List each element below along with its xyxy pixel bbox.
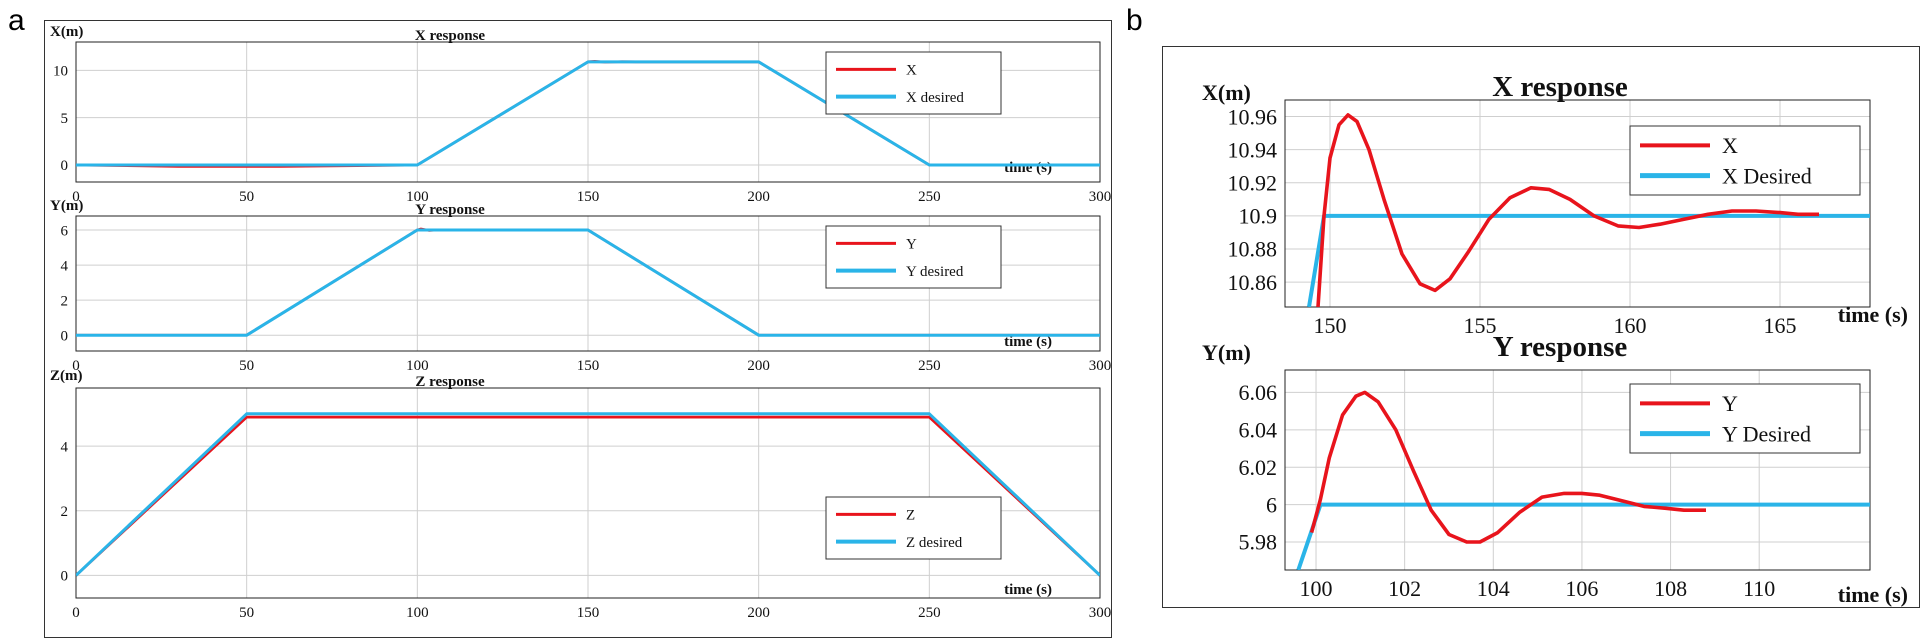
a-y-xtick-label-4: 200 xyxy=(747,358,770,374)
b-y-ytick-label-1: 6 xyxy=(1266,492,1277,517)
b-x-ytick-label-1: 10.88 xyxy=(1228,237,1278,262)
b-y-ylabel: Y(m) xyxy=(1202,340,1251,365)
a-z-legend-label-actual: Z xyxy=(906,508,915,524)
a-y-xtick-label-6: 300 xyxy=(1089,358,1112,374)
a-y-xtick-label-5: 250 xyxy=(918,358,941,374)
a-y-plot-area xyxy=(75,215,1101,352)
a-x-title: X response xyxy=(415,28,485,44)
b-y-plot-area xyxy=(1284,369,1871,571)
panel-label-a: a xyxy=(8,4,25,37)
a-y-xtick-label-3: 150 xyxy=(577,358,600,374)
b-x-plot-area xyxy=(1284,99,1871,308)
a-y-ytick-label-1: 2 xyxy=(61,293,69,309)
b-x-ytick-label-5: 10.96 xyxy=(1228,104,1278,129)
a-z-xtick-label-2: 100 xyxy=(406,605,429,621)
a-x-ytick-label-1: 5 xyxy=(61,111,69,127)
a-y-xlabel: time (s) xyxy=(1004,334,1052,350)
a-y-xtick-label-0: 0 xyxy=(72,358,80,374)
a-x-xtick-label-0: 0 xyxy=(72,189,80,205)
b-x-series-actual-line xyxy=(1316,113,1819,307)
a-y-xtick-label-2: 100 xyxy=(406,358,429,374)
a-x-xtick-label-4: 200 xyxy=(747,189,770,205)
b-x-ylabel: X(m) xyxy=(1202,80,1251,105)
b-y-series-actual-line xyxy=(1309,390,1706,544)
b-x-xtick-label-0: 150 xyxy=(1314,313,1347,338)
a-z-ylabel: Z(m) xyxy=(50,368,83,384)
a-x-xtick-label-5: 250 xyxy=(918,189,941,205)
a-z-ytick-label-2: 4 xyxy=(61,439,69,455)
b-x-legend-label-desired: X Desired xyxy=(1722,163,1812,188)
a-x-legend-label-actual: X xyxy=(906,63,917,79)
a-z-plot-area xyxy=(75,387,1101,599)
a-y-xtick-label-1: 50 xyxy=(239,358,254,374)
a-x-ytick-label-0: 0 xyxy=(61,158,69,174)
b-x-ytick-label-2: 10.9 xyxy=(1239,204,1278,229)
b-y-series-desired-line xyxy=(1296,502,1870,570)
b-y-ytick-label-0: 5.98 xyxy=(1239,530,1278,555)
b-y-xtick-label-0: 100 xyxy=(1300,576,1333,601)
a-z-xtick-label-4: 200 xyxy=(747,605,770,621)
a-z-legend-box xyxy=(825,496,1002,560)
a-x-legend-box xyxy=(825,51,1002,115)
b-x-ytick-label-3: 10.92 xyxy=(1228,171,1278,196)
a-y-title: Y response xyxy=(415,202,485,218)
b-x-xtick-label-2: 160 xyxy=(1614,313,1647,338)
a-z-xtick-label-5: 250 xyxy=(918,605,941,621)
a-z-ytick-label-1: 2 xyxy=(61,504,69,520)
b-y-legend-label-desired: Y Desired xyxy=(1722,421,1811,446)
b-y-xtick-label-2: 104 xyxy=(1477,576,1510,601)
a-z-title: Z response xyxy=(415,374,485,390)
a-x-xlabel: time (s) xyxy=(1004,160,1052,176)
b-x-legend-label-actual: X xyxy=(1722,133,1738,158)
b-x-ytick-label-0: 10.86 xyxy=(1228,270,1278,295)
a-z-series-actual-line xyxy=(76,415,1100,577)
a-z-ytick-label-0: 0 xyxy=(61,569,69,585)
b-y-xtick-label-3: 106 xyxy=(1565,576,1598,601)
a-y-ytick-label-2: 4 xyxy=(61,258,69,274)
b-y-xtick-label-4: 108 xyxy=(1654,576,1687,601)
a-x-ytick-label-2: 10 xyxy=(53,64,68,80)
a-z-series-desired-line xyxy=(76,412,1100,577)
a-x-xtick-label-6: 300 xyxy=(1089,189,1112,205)
b-x-xtick-label-3: 165 xyxy=(1764,313,1797,338)
panel-label-b: b xyxy=(1126,4,1143,37)
b-y-ytick-label-4: 6.06 xyxy=(1239,380,1278,405)
b-y-ytick-label-3: 6.04 xyxy=(1239,418,1278,443)
a-x-plot-area xyxy=(75,41,1101,183)
b-x-ytick-label-4: 10.94 xyxy=(1228,137,1278,162)
a-z-legend-label-desired: Z desired xyxy=(906,535,963,551)
a-y-legend-label-actual: Y xyxy=(906,237,917,253)
a-x-legend-label-desired: X desired xyxy=(906,90,964,106)
b-x-title: X response xyxy=(1492,71,1628,103)
b-y-legend-label-actual: Y xyxy=(1722,391,1738,416)
a-x-ylabel: X(m) xyxy=(50,24,83,40)
b-y-xtick-label-1: 102 xyxy=(1388,576,1421,601)
a-y-legend-box xyxy=(825,225,1002,289)
a-z-xtick-label-6: 300 xyxy=(1089,605,1112,621)
a-z-xlabel: time (s) xyxy=(1004,582,1052,598)
a-y-ylabel: Y(m) xyxy=(50,198,83,214)
b-x-legend-box xyxy=(1629,125,1861,196)
b-y-legend-box xyxy=(1629,383,1861,454)
a-y-legend-label-desired: Y desired xyxy=(906,264,964,280)
a-y-ytick-label-3: 6 xyxy=(61,223,69,239)
a-x-xtick-label-2: 100 xyxy=(406,189,429,205)
a-z-xtick-label-0: 0 xyxy=(72,605,80,621)
a-y-ytick-label-0: 0 xyxy=(61,328,69,344)
b-x-xtick-label-1: 155 xyxy=(1464,313,1497,338)
b-y-xtick-label-5: 110 xyxy=(1743,576,1775,601)
b-y-title: Y response xyxy=(1493,331,1628,363)
b-y-xlabel: time (s) xyxy=(1838,582,1908,607)
a-z-xtick-label-1: 50 xyxy=(239,605,254,621)
a-x-xtick-label-1: 50 xyxy=(239,189,254,205)
b-x-xlabel: time (s) xyxy=(1838,302,1908,327)
a-z-xtick-label-3: 150 xyxy=(577,605,600,621)
a-x-xtick-label-3: 150 xyxy=(577,189,600,205)
b-y-ytick-label-2: 6.02 xyxy=(1239,455,1278,480)
a-x-series-desired-line xyxy=(76,60,1100,167)
a-y-series-desired-line xyxy=(76,228,1100,337)
